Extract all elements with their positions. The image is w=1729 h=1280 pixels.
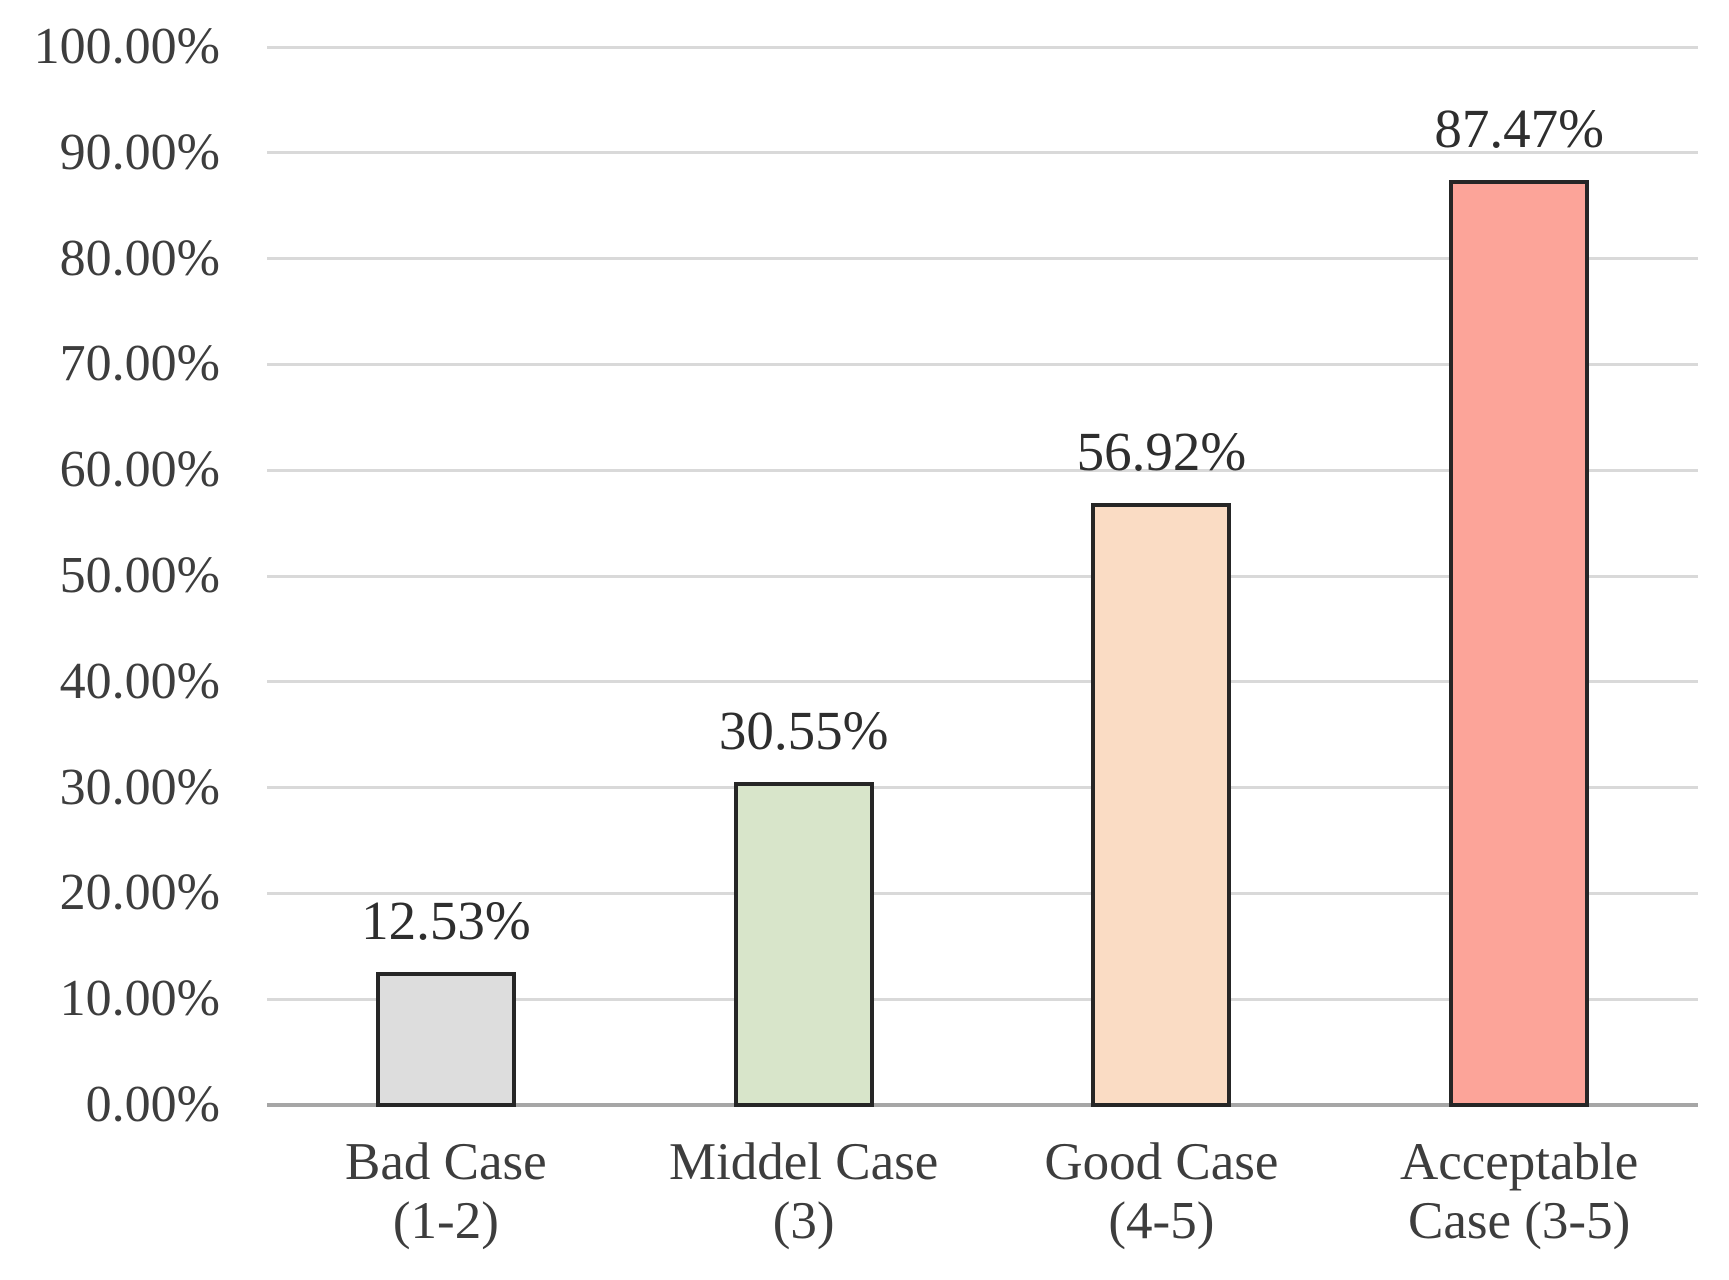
bar-4 — [1449, 179, 1590, 1107]
data-label-4: 87.47% — [1434, 97, 1604, 159]
y-tick-label-40: 40.00% — [59, 652, 220, 710]
x-category-label-3: Good Case (4-5) — [1044, 1133, 1279, 1250]
y-tick-label-0: 0.00% — [85, 1076, 220, 1133]
y-tick-label-80: 80.00% — [59, 229, 220, 287]
y-tick-label-60: 60.00% — [59, 441, 220, 499]
y-tick-label-100: 100.00% — [33, 18, 220, 75]
bar-3 — [1091, 502, 1232, 1107]
x-category-label-1: Bad Case (1-2) — [345, 1133, 547, 1250]
y-tick-label-20: 20.00% — [59, 864, 220, 922]
gridline-70 — [267, 362, 1698, 366]
y-tick-label-10: 10.00% — [59, 970, 220, 1028]
data-label-2: 30.55% — [718, 699, 889, 761]
y-tick-label-30: 30.00% — [59, 758, 220, 816]
gridline-20 — [267, 891, 1698, 895]
y-tick-label-90: 90.00% — [59, 123, 220, 181]
bar-2 — [733, 781, 874, 1107]
data-label-1: 12.53% — [361, 890, 531, 952]
y-tick-label-70: 70.00% — [59, 335, 220, 393]
y-tick-label-50: 50.00% — [59, 547, 220, 604]
bar-1 — [375, 972, 516, 1107]
gridline-40 — [267, 680, 1698, 684]
gridline-10 — [267, 997, 1698, 1001]
x-category-label-4: Acceptable Case (3-5) — [1399, 1133, 1639, 1250]
gridline-50 — [267, 574, 1698, 578]
x-category-label-2: Middel Case (3) — [668, 1133, 939, 1250]
gridline-30 — [267, 786, 1698, 790]
gridline-100 — [267, 45, 1698, 49]
gridline-80 — [267, 257, 1698, 261]
gridline-60 — [267, 468, 1698, 472]
gridline-90 — [267, 151, 1698, 155]
data-label-3: 56.92% — [1076, 420, 1247, 482]
x-axis-line — [267, 1103, 1698, 1107]
